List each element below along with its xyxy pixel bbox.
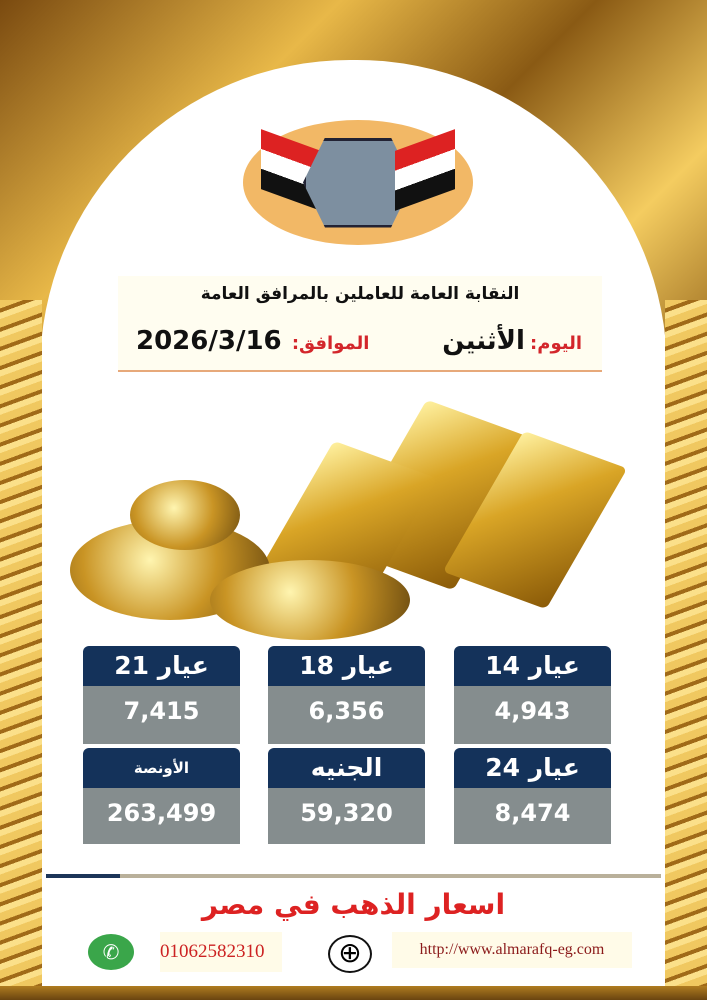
union-emblem — [303, 137, 413, 228]
card-value: 6,356 — [268, 686, 425, 744]
card-label: عيار 21 — [83, 646, 240, 686]
info-box: النقابة العامة للعاملين بالمرافق العامة … — [118, 276, 602, 372]
globe-icon: ⊕ — [328, 935, 372, 973]
price-card-pound: الجنيه 59,320 — [268, 748, 425, 844]
bottom-border — [0, 986, 707, 1000]
price-card-14k: عيار 14 4,943 — [454, 646, 611, 744]
price-card-18k: عيار 18 6,356 — [268, 646, 425, 744]
left-column-ornament — [0, 300, 42, 990]
divider — [46, 874, 661, 878]
price-card-ounce: الأونصة 263,499 — [83, 748, 240, 844]
union-logo — [243, 120, 473, 245]
phone-number: 01062582310 — [160, 932, 282, 972]
card-label: الأونصة — [83, 748, 240, 788]
date-label: الموافق: — [291, 333, 370, 354]
date-field: الموافق: 2026/3/16 — [136, 326, 369, 356]
website-link[interactable]: http://www.almarafq-eg.com — [392, 932, 632, 968]
right-column-ornament — [665, 300, 707, 990]
card-label: الجنيه — [268, 748, 425, 788]
card-value: 59,320 — [268, 788, 425, 844]
date-value: 2026/3/16 — [136, 326, 282, 356]
card-value: 263,499 — [83, 788, 240, 844]
whatsapp-icon: ✆ — [88, 934, 134, 970]
gold-jewelry — [130, 480, 240, 550]
footer-title: اسعار الذهب في مصر — [201, 888, 506, 921]
gold-bars-image — [60, 390, 628, 650]
card-value: 7,415 — [83, 686, 240, 744]
card-label: عيار 24 — [454, 748, 611, 788]
card-value: 8,474 — [454, 788, 611, 844]
price-card-21k: عيار 21 7,415 — [83, 646, 240, 744]
day-label: اليوم: — [530, 333, 582, 354]
org-name: النقابة العامة للعاملين بالمرافق العامة — [200, 284, 520, 304]
card-label: عيار 18 — [268, 646, 425, 686]
day-value: الأثنين — [442, 326, 525, 356]
card-value: 4,943 — [454, 686, 611, 744]
card-label: عيار 14 — [454, 646, 611, 686]
gold-jewelry — [210, 560, 410, 640]
egypt-flag-right — [395, 129, 455, 211]
price-card-24k: عيار 24 8,474 — [454, 748, 611, 844]
day-field: اليوم: الأثنين — [442, 326, 582, 356]
